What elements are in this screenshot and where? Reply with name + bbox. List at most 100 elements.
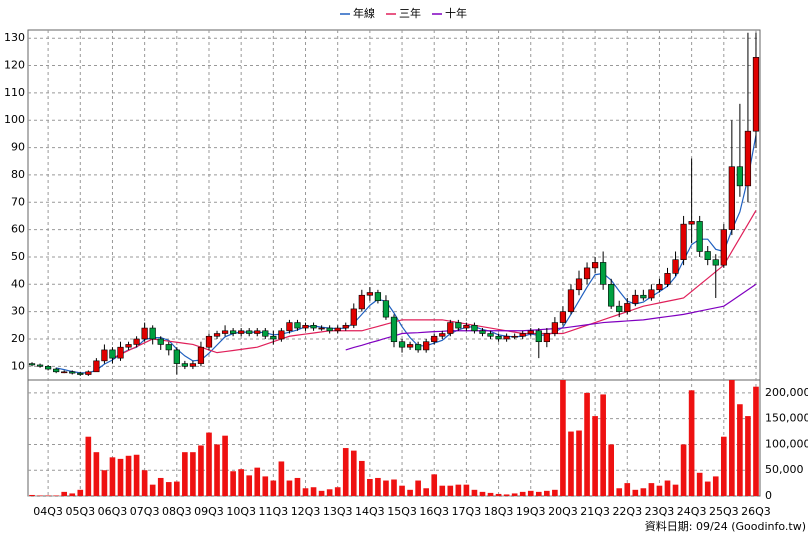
y2-tick-label: 200,000 [765,386,808,399]
volume-bar [439,485,446,496]
ma-line [56,135,757,374]
ma-line [112,210,757,359]
y2-tick-label: 150,000 [765,412,808,425]
volume-bar [600,394,606,496]
candle-body [246,330,253,334]
volume-bar [326,489,333,496]
volume-bar [592,416,598,496]
volume-bar [302,488,309,496]
candle-body [374,292,382,302]
volume-bar [141,470,148,496]
volume-bar [616,488,623,496]
volume-bar [608,444,615,496]
candle-body [511,335,518,338]
volume-bar [511,493,518,496]
volume-bar [37,495,43,496]
volume-bar [447,485,454,496]
volume-bar [640,488,647,496]
candle-body [221,330,229,334]
candle-body [471,325,478,332]
volume-bar [399,485,405,496]
x-tick-label: 26Q3 [741,505,771,518]
candle-body [415,344,422,351]
volume-bar [527,490,534,496]
volume-bar [544,490,550,496]
x-tick-label: 17Q3 [452,505,482,518]
y2-tick-label: 50,000 [765,463,804,476]
candle-body [28,363,36,366]
volume-bar [342,448,349,496]
volume-bar [391,479,397,496]
volume-bar [278,461,285,496]
candle-body [680,223,687,260]
candle-body [720,229,727,266]
volume-bar [503,494,510,496]
candle-body [616,305,623,312]
candle-body [406,344,414,348]
candle-body [270,335,277,340]
volume-bar [656,485,663,496]
volume-bar [712,476,719,496]
volume-bar [560,380,566,496]
volume-bar [190,452,196,496]
candle-body [238,330,245,334]
volume-bar [149,484,156,496]
candle-body [439,333,446,337]
candle-body [286,322,293,332]
candle-body [61,371,68,374]
candle-body [398,341,406,348]
x-tick-label: 12Q3 [291,505,321,518]
candle-body [688,221,695,225]
volume-bar [157,477,164,496]
candle-body [752,57,760,132]
y2-tick-label: 100,000 [765,437,808,450]
volume-bar [680,444,687,496]
volume-bar [552,489,558,496]
candle-body [197,346,205,364]
y-tick-label: 130 [4,31,25,44]
candle-body [230,330,237,334]
x-tick-label: 18Q3 [484,505,514,518]
volume-bar [286,480,293,496]
volume-bar [53,495,59,496]
volume-bar [737,404,743,496]
candle-body [672,259,679,274]
candle-body [181,363,188,367]
candle-body [487,333,494,337]
volume-bar [246,475,253,496]
candle-body [390,316,398,343]
volume-bar [117,458,124,496]
candle-body [262,330,269,337]
candle-body [632,294,639,304]
y-tick-label: 100 [4,113,25,126]
volume-bar [463,484,470,496]
candle-body [334,327,341,332]
candle-body [455,322,462,329]
candle-body [53,368,60,373]
candle-body [543,333,550,343]
legend-label: 年線 [353,6,375,20]
candle-body [640,294,647,299]
volume-bar [85,436,92,496]
x-tick-label: 14Q3 [355,505,385,518]
y-tick-label: 30 [11,305,25,318]
candle-body [109,349,116,359]
x-tick-label: 21Q3 [580,505,610,518]
volume-bar [415,480,421,496]
candle-body [213,333,221,337]
volume-bar [519,491,526,496]
candle-body [575,278,583,291]
candle-body [559,311,567,323]
volume-bar [61,491,68,496]
candle-body [36,364,44,367]
candle-body [189,363,197,367]
volume-bar [262,476,269,496]
volume-bar [664,480,671,496]
volume-bar [182,452,188,496]
candle-body [423,341,430,351]
y-tick-label: 40 [11,277,25,290]
volume-bar [165,482,172,496]
volume-bar [584,392,590,496]
candle-body [535,330,542,343]
